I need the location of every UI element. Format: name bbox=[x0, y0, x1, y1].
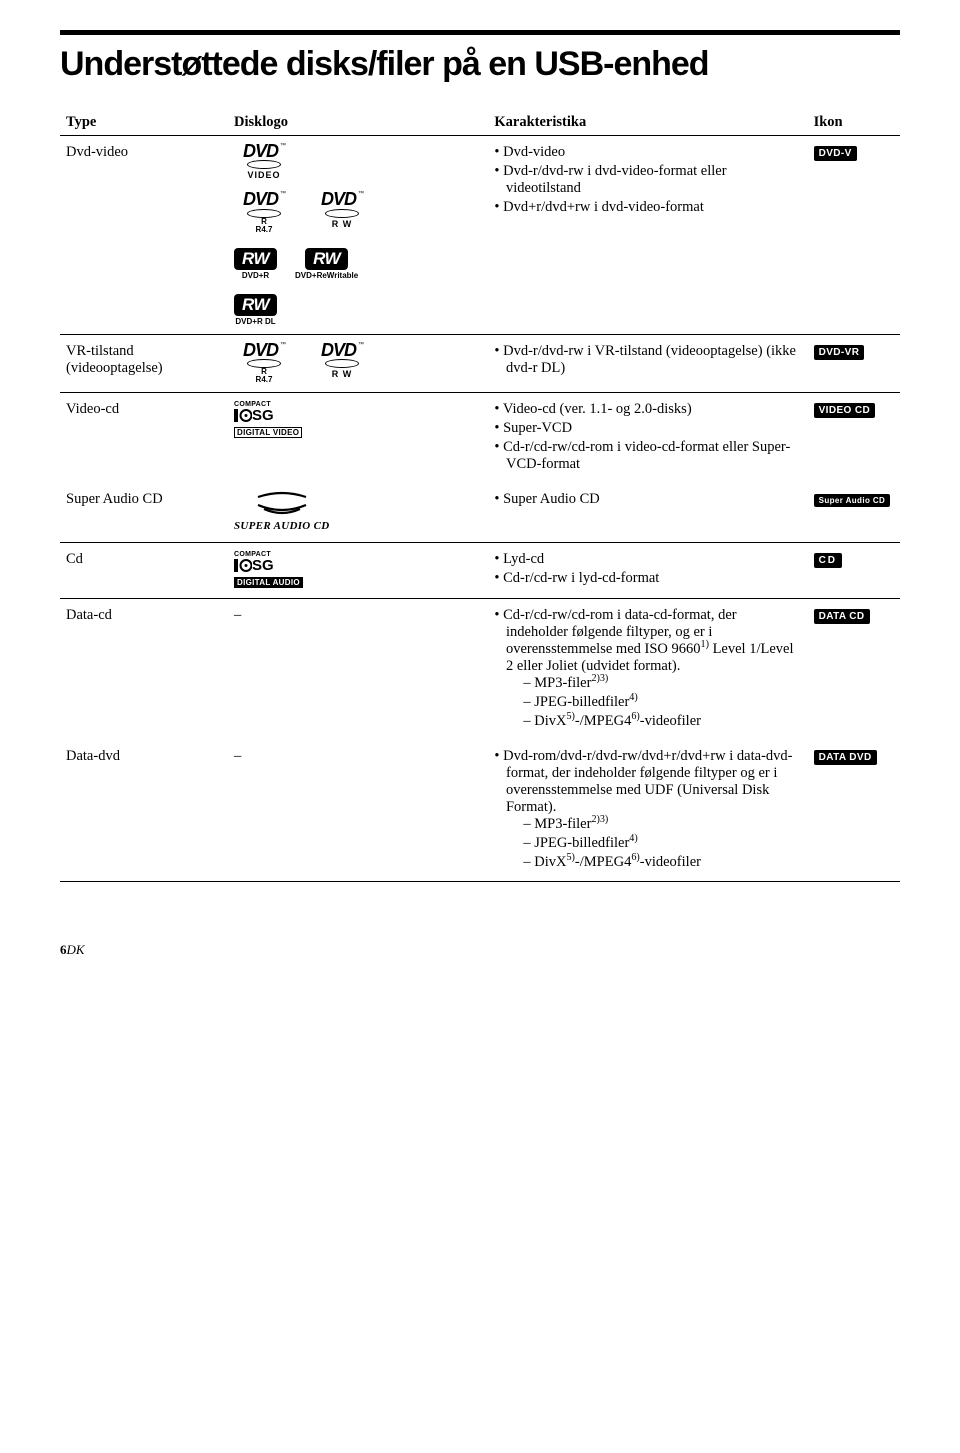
dvd-r-logo: DVD™ RR4.7 bbox=[234, 192, 294, 233]
logo-cell: DVD™ VIDEO DVD™ RR4.7 DVD™ R W bbox=[228, 136, 488, 335]
icon-cell: CD bbox=[808, 542, 900, 598]
badge-data-dvd: DATA DVD bbox=[814, 750, 877, 765]
bullet: Dvd-r/dvd-rw i VR-tilstand (videooptagel… bbox=[494, 343, 801, 377]
dvd-video-logo: DVD™ VIDEO bbox=[234, 144, 294, 180]
bullet: Super Audio CD bbox=[494, 491, 801, 508]
row-super-audio-cd: Super Audio CD SUPER AUDIO CD Super Audi… bbox=[60, 483, 900, 543]
bullet: Cd-r/cd-rw/cd-rom i data-cd-format, der … bbox=[494, 607, 801, 730]
rw-plus-r-dl-logo: RW DVD+R DL bbox=[234, 294, 277, 326]
icon-cell: VIDEO CD bbox=[808, 392, 900, 483]
rw-plus-r-logo: RW DVD+R bbox=[234, 248, 277, 280]
row-video-cd: Video-cd COMPACT SG DIGITAL VIDEO Video-… bbox=[60, 392, 900, 483]
logo-cell: DVD™ RR4.7 DVD™ R W bbox=[228, 334, 488, 392]
bullet: Cd-r/cd-rw i lyd-cd-format bbox=[494, 570, 801, 587]
row-dvd-video: Dvd-video DVD™ VIDEO DVD™ RR4.7 bbox=[60, 136, 900, 335]
type-cell: VR-tilstand (videooptagelse) bbox=[60, 334, 228, 392]
badge-sacd: Super Audio CD bbox=[814, 494, 891, 507]
th-type: Type bbox=[60, 110, 228, 136]
type-cell: Cd bbox=[60, 542, 228, 598]
bullet: Cd-r/cd-rw/cd-rom i video-cd-format elle… bbox=[494, 439, 801, 473]
th-logo: Disklogo bbox=[228, 110, 488, 136]
badge-dvd-vr: DVD-VR bbox=[814, 345, 865, 360]
char-cell: Video-cd (ver. 1.1- og 2.0-disks) Super-… bbox=[488, 392, 807, 483]
bullet: Video-cd (ver. 1.1- og 2.0-disks) bbox=[494, 401, 801, 418]
icon-cell: DVD-V bbox=[808, 136, 900, 335]
badge-dvd-v: DVD-V bbox=[814, 146, 857, 161]
th-char: Karakteristika bbox=[488, 110, 807, 136]
table-header-row: Type Disklogo Karakteristika Ikon bbox=[60, 110, 900, 136]
sub-bullet: JPEG-billedfiler4) bbox=[523, 835, 801, 852]
char-cell: Dvd-rom/dvd-r/dvd-rw/dvd+r/dvd+rw i data… bbox=[488, 740, 807, 882]
icon-cell: DATA CD bbox=[808, 598, 900, 740]
dvd-rw-logo: DVD™ R W bbox=[312, 343, 372, 379]
type-cell: Dvd-video bbox=[60, 136, 228, 335]
supported-media-table: Type Disklogo Karakteristika Ikon Dvd-vi… bbox=[60, 110, 900, 882]
char-cell: Cd-r/cd-rw/cd-rom i data-cd-format, der … bbox=[488, 598, 807, 740]
bullet: Super-VCD bbox=[494, 420, 801, 437]
dvd-r-logo: DVD™ RR4.7 bbox=[234, 343, 294, 384]
sub-bullet: DivX5)-/MPEG46)-videofiler bbox=[523, 713, 801, 730]
sub-bullet: DivX5)-/MPEG46)-videofiler bbox=[523, 854, 801, 871]
sub-bullet: MP3-filer2)3) bbox=[523, 675, 801, 692]
sub-bullet: JPEG-billedfiler4) bbox=[523, 694, 801, 711]
super-audio-cd-logo: SUPER AUDIO CD bbox=[234, 491, 329, 532]
row-data-dvd: Data-dvd – Dvd-rom/dvd-r/dvd-rw/dvd+r/dv… bbox=[60, 740, 900, 882]
bullet: Dvd-video bbox=[494, 144, 801, 161]
row-cd: Cd COMPACT SG DIGITAL AUDIO Lyd-cd Cd-r/… bbox=[60, 542, 900, 598]
badge-video-cd: VIDEO CD bbox=[814, 403, 876, 418]
page-footer: 6DK bbox=[60, 942, 900, 958]
logo-cell: COMPACT SG DIGITAL AUDIO bbox=[228, 542, 488, 598]
logo-cell: COMPACT SG DIGITAL VIDEO bbox=[228, 392, 488, 483]
sub-bullet: MP3-filer2)3) bbox=[523, 816, 801, 833]
row-vr-tilstand: VR-tilstand (videooptagelse) DVD™ RR4.7 … bbox=[60, 334, 900, 392]
icon-cell: Super Audio CD bbox=[808, 483, 900, 543]
icon-cell: DVD-VR bbox=[808, 334, 900, 392]
logo-cell: – bbox=[228, 740, 488, 882]
char-cell: Lyd-cd Cd-r/cd-rw i lyd-cd-format bbox=[488, 542, 807, 598]
bullet: Lyd-cd bbox=[494, 551, 801, 568]
rw-rewritable-logo: RW DVD+ReWritable bbox=[295, 248, 358, 280]
char-cell: Dvd-r/dvd-rw i VR-tilstand (videooptagel… bbox=[488, 334, 807, 392]
dvd-rw-logo: DVD™ R W bbox=[312, 192, 372, 228]
type-cell: Super Audio CD bbox=[60, 483, 228, 543]
badge-data-cd: DATA CD bbox=[814, 609, 870, 624]
bullet: Dvd-r/dvd-rw i dvd-video-format eller vi… bbox=[494, 163, 801, 197]
bullet: Dvd+r/dvd+rw i dvd-video-format bbox=[494, 199, 801, 216]
compact-disc-audio-logo: COMPACT SG DIGITAL AUDIO bbox=[234, 551, 303, 589]
logo-cell: – bbox=[228, 598, 488, 740]
icon-cell: DATA DVD bbox=[808, 740, 900, 882]
page-title: Understøttede disks/filer på en USB-enhe… bbox=[60, 45, 900, 84]
th-icon: Ikon bbox=[808, 110, 900, 136]
row-data-cd: Data-cd – Cd-r/cd-rw/cd-rom i data-cd-fo… bbox=[60, 598, 900, 740]
compact-disc-video-logo: COMPACT SG DIGITAL VIDEO bbox=[234, 401, 302, 439]
page-suffix: DK bbox=[67, 942, 85, 957]
page-top-rule bbox=[60, 30, 900, 35]
char-cell: Super Audio CD bbox=[488, 483, 807, 543]
bullet: Dvd-rom/dvd-r/dvd-rw/dvd+r/dvd+rw i data… bbox=[494, 748, 801, 871]
type-cell: Data-cd bbox=[60, 598, 228, 740]
char-cell: Dvd-video Dvd-r/dvd-rw i dvd-video-forma… bbox=[488, 136, 807, 335]
type-cell: Video-cd bbox=[60, 392, 228, 483]
badge-cd: CD bbox=[814, 553, 842, 568]
logo-cell: SUPER AUDIO CD bbox=[228, 483, 488, 543]
type-cell: Data-dvd bbox=[60, 740, 228, 882]
